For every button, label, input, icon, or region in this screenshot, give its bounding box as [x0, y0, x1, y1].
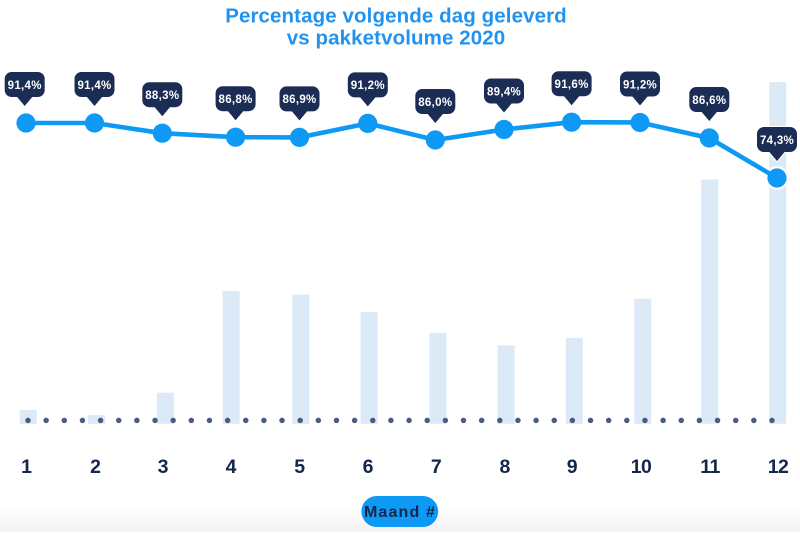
svg-text:10: 10 [631, 456, 652, 478]
svg-text:8: 8 [499, 456, 510, 478]
svg-text:5: 5 [294, 456, 305, 478]
svg-text:91,4%: 91,4% [8, 80, 42, 92]
svg-text:91,6%: 91,6% [555, 79, 589, 91]
svg-text:Percentage volgende dag geleve: Percentage volgende dag geleverd [225, 5, 567, 28]
svg-text:91,2%: 91,2% [623, 79, 657, 91]
svg-text:12: 12 [768, 456, 789, 478]
svg-text:1: 1 [21, 456, 32, 478]
svg-text:86,0%: 86,0% [418, 97, 452, 109]
svg-text:11: 11 [700, 456, 720, 478]
svg-text:3: 3 [158, 456, 169, 478]
svg-text:74,3%: 74,3% [760, 135, 794, 147]
svg-text:2: 2 [90, 456, 101, 478]
svg-text:7: 7 [431, 456, 442, 478]
svg-text:6: 6 [363, 456, 374, 478]
svg-text:91,4%: 91,4% [77, 80, 111, 92]
svg-text:86,9%: 86,9% [282, 94, 316, 106]
svg-text:Maand #: Maand # [364, 504, 436, 521]
svg-text:86,8%: 86,8% [219, 94, 253, 106]
svg-text:89,4%: 89,4% [487, 86, 521, 98]
svg-text:vs pakketvolume 2020: vs pakketvolume 2020 [287, 27, 506, 50]
svg-text:9: 9 [567, 456, 578, 478]
svg-text:88,3%: 88,3% [145, 90, 179, 102]
svg-text:86,6%: 86,6% [692, 95, 726, 107]
svg-text:4: 4 [226, 456, 237, 478]
svg-text:91,2%: 91,2% [351, 80, 385, 92]
